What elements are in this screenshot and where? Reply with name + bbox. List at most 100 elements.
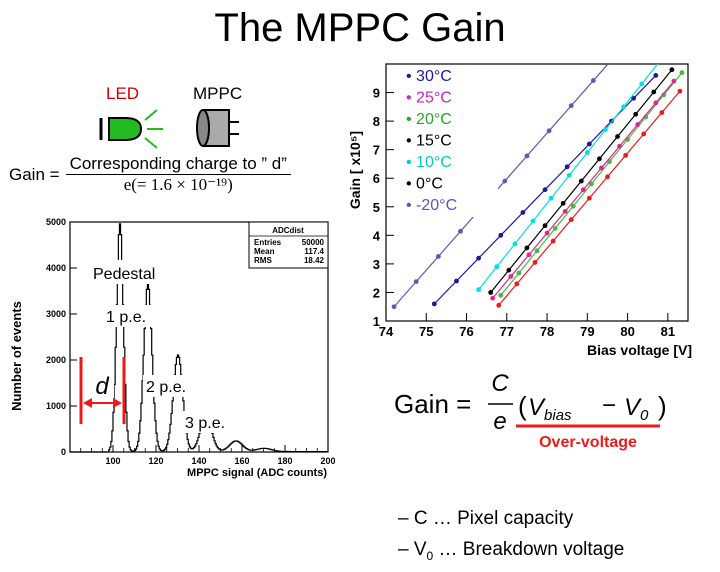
bullet-capacity: – C … Pixel capacity	[398, 503, 624, 534]
light-rays-icon	[144, 109, 163, 149]
legend-entry: • 10°C	[406, 154, 452, 171]
data-point	[586, 195, 592, 201]
bullet-breakdown-sub: 0	[426, 548, 434, 563]
legend-entry: • 20°C	[406, 111, 452, 128]
hist-x-tick-label: 160	[234, 456, 249, 466]
data-point	[542, 223, 548, 229]
bullet-breakdown-text: … Breakdown voltage	[433, 539, 625, 560]
mppc-icon	[196, 109, 239, 147]
stats-mean-value: 117.4	[304, 247, 324, 256]
data-point	[498, 292, 504, 298]
gain-def-lhs: Gain =	[9, 164, 60, 184]
chart-y-tick-label: 1	[373, 314, 380, 329]
data-point	[671, 78, 677, 84]
chart-y-tick-label: 5	[373, 200, 380, 215]
data-point	[524, 153, 530, 159]
pe2-label: 2 p.e.	[146, 379, 186, 396]
chart-y-tick-label: 2	[373, 285, 380, 300]
data-point	[516, 270, 522, 276]
data-point	[566, 172, 572, 178]
chart-y-tick-label: 9	[373, 86, 380, 101]
chart-x-tick-label: 81	[661, 324, 675, 339]
pe1-label-bg	[103, 305, 158, 327]
data-point	[532, 260, 538, 265]
gain-eq-bracket: (	[518, 391, 527, 421]
data-point	[508, 274, 514, 279]
hist-x-tick-label: 120	[148, 456, 163, 466]
data-point	[496, 302, 502, 308]
pedestal-label: Pedestal	[93, 266, 155, 283]
stats-entries-label: Entries	[254, 238, 282, 247]
pe1-label: 1 p.e.	[106, 309, 146, 326]
d-label: d	[95, 373, 109, 400]
data-point	[653, 100, 659, 106]
chart-xlabel: Bias voltage [V]	[587, 342, 692, 358]
data-point	[458, 228, 463, 234]
data-point	[520, 210, 526, 215]
data-point	[512, 241, 518, 247]
adc-histogram: Number of events 0 1000 2000 3000 4000 5000 10…	[9, 217, 335, 479]
data-point	[679, 70, 685, 75]
bullet-breakdown-prefix: – V	[398, 539, 427, 560]
gain-eq-bracket-close: )	[658, 391, 667, 421]
data-point	[578, 178, 584, 184]
data-point	[641, 131, 647, 137]
series-5	[490, 78, 677, 301]
data-point	[544, 230, 550, 236]
hist-y-tick-label: 3000	[46, 309, 66, 319]
data-point	[548, 195, 554, 201]
pe3-label-bg	[182, 411, 240, 433]
chart-y-tick-label: 6	[373, 171, 380, 186]
data-point	[623, 152, 628, 158]
hist-x-tick-label: 100	[105, 456, 120, 466]
data-point	[476, 287, 482, 292]
hist-x-tick-label: 200	[320, 456, 335, 466]
data-point	[677, 88, 683, 94]
data-point	[653, 73, 659, 78]
chart-legend: • 30°C • 25°C • 20°C • 15°C • 10°C • 0°C • -20…	[402, 65, 498, 217]
hist-ylabel: Number of events	[9, 301, 24, 411]
pe2-label-bg	[143, 375, 201, 397]
legend-entry: • 0°C	[406, 176, 443, 193]
data-point	[633, 111, 639, 117]
data-point	[659, 110, 665, 115]
overvoltage-label: Over-voltage	[539, 434, 637, 451]
series-4	[498, 70, 685, 298]
data-point	[526, 252, 532, 258]
hist-x-tick-label: 140	[191, 456, 206, 466]
hist-y-tick-label: 5000	[46, 217, 66, 227]
data-point	[542, 187, 548, 193]
chart-x-tick-label: 80	[620, 324, 634, 339]
hist-xlabel: MPPC signal (ADC counts)	[187, 467, 327, 479]
gain-definition: Gain = Corresponding charge to ” d” e(= …	[8, 154, 291, 195]
pe3-label: 3 p.e.	[185, 415, 225, 432]
chart-y-tick-label: 3	[373, 257, 380, 272]
data-point	[661, 92, 667, 98]
led-label: LED	[106, 84, 140, 103]
data-point	[391, 304, 397, 310]
stats-box: ADCdist Entries 50000 Mean 117.4 RMS 18.…	[248, 221, 329, 269]
data-point	[588, 181, 594, 187]
gain-eq-minus: −	[602, 392, 616, 419]
data-point	[435, 254, 441, 259]
data-point	[562, 208, 568, 214]
data-point	[584, 150, 590, 155]
gain-equation: Gain = C e ( Vbias − V0 ) Over-voltage	[394, 370, 667, 451]
data-point	[639, 81, 645, 87]
legend-entry: • 30°C	[406, 68, 452, 85]
legend-entry: • 15°C	[406, 133, 452, 150]
legend-entry: • -20°C	[406, 197, 457, 214]
data-point	[454, 278, 459, 284]
gain-eq-v0: V0	[624, 394, 649, 424]
hist-y-tick-label: 1000	[46, 401, 66, 411]
data-point	[603, 127, 608, 133]
d-spacing-marker: d	[79, 357, 126, 424]
chart-x-tick-label: 74	[379, 324, 394, 339]
chart-x-tick-label: 76	[459, 324, 473, 339]
data-point	[617, 143, 622, 149]
data-point	[546, 128, 552, 134]
data-point	[488, 290, 494, 295]
gain-eq-lhs: Gain =	[394, 389, 471, 419]
data-point	[568, 217, 574, 223]
